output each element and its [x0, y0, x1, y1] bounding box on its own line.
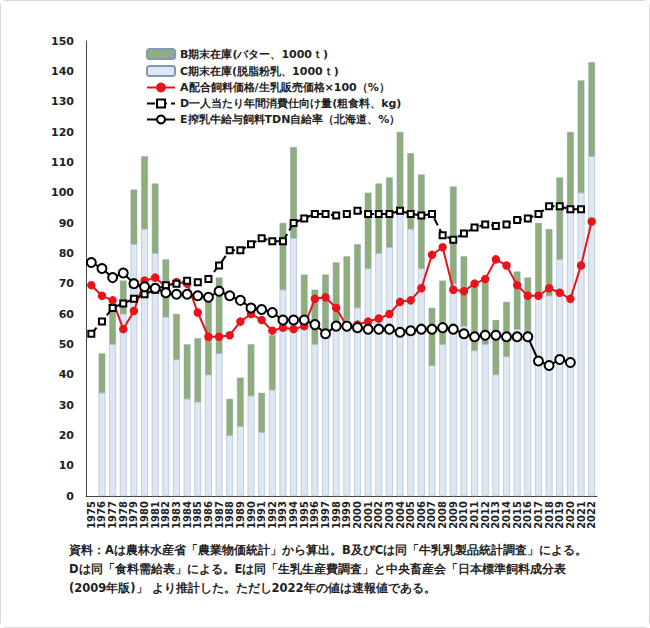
svg-text:1987: 1987: [214, 501, 225, 529]
svg-text:Dは同「食料需給表」による。Eは同「生乳生産費調査」と中央畜: Dは同「食料需給表」による。Eは同「生乳生産費調査」と中央畜産会「日本標準飼料成…: [69, 562, 566, 576]
svg-text:80: 80: [59, 247, 75, 260]
svg-text:50: 50: [59, 338, 75, 351]
svg-text:1977: 1977: [107, 501, 118, 529]
svg-text:2004: 2004: [395, 501, 406, 529]
svg-text:2021: 2021: [576, 501, 587, 529]
svg-text:1993: 1993: [277, 501, 288, 529]
svg-text:1984: 1984: [182, 501, 193, 529]
svg-text:0: 0: [66, 490, 74, 503]
svg-text:1986: 1986: [203, 501, 214, 529]
svg-text:2010: 2010: [458, 501, 469, 529]
svg-text:1983: 1983: [171, 501, 182, 529]
svg-text:C期末在庫(脱脂粉乳、1000ｔ): C期末在庫(脱脂粉乳、1000ｔ): [180, 65, 339, 78]
svg-text:2013: 2013: [490, 501, 501, 529]
svg-text:2020: 2020: [565, 501, 576, 529]
svg-text:1998: 1998: [331, 501, 342, 529]
svg-text:20: 20: [59, 429, 75, 442]
svg-text:E搾乳牛給与飼料TDN自給率（北海道、%）: E搾乳牛給与飼料TDN自給率（北海道、%）: [180, 113, 400, 126]
svg-text:1979: 1979: [128, 501, 139, 529]
svg-text:100: 100: [51, 186, 74, 199]
svg-text:60: 60: [59, 308, 75, 321]
svg-text:40: 40: [59, 368, 75, 381]
svg-text:2019: 2019: [554, 501, 565, 529]
svg-text:1982: 1982: [160, 501, 171, 529]
svg-text:1988: 1988: [224, 501, 235, 529]
svg-text:120: 120: [51, 126, 74, 139]
svg-text:130: 130: [51, 95, 74, 108]
svg-text:1997: 1997: [320, 501, 331, 529]
svg-text:1981: 1981: [150, 501, 161, 529]
svg-text:140: 140: [51, 65, 74, 78]
svg-text:110: 110: [51, 156, 74, 169]
svg-text:1980: 1980: [139, 501, 150, 529]
svg-text:(2009年版)」 より推計した。ただし2022年の値は速報: (2009年版)」 より推計した。ただし2022年の値は速報値である。: [69, 581, 436, 595]
svg-text:2015: 2015: [512, 501, 523, 529]
svg-text:2006: 2006: [416, 501, 427, 529]
svg-text:1996: 1996: [309, 501, 320, 529]
svg-text:2000: 2000: [352, 501, 363, 529]
svg-text:D一人当たり年間消費仕向け量(粗食料、kg): D一人当たり年間消費仕向け量(粗食料、kg): [180, 97, 401, 110]
svg-text:30: 30: [59, 399, 75, 412]
svg-text:150: 150: [51, 35, 74, 48]
svg-text:2001: 2001: [363, 501, 374, 529]
svg-text:2017: 2017: [533, 501, 544, 529]
svg-text:1978: 1978: [118, 501, 129, 529]
svg-text:1995: 1995: [299, 501, 310, 529]
svg-text:2018: 2018: [544, 501, 555, 529]
svg-text:1989: 1989: [235, 501, 246, 529]
svg-text:2011: 2011: [469, 501, 480, 529]
svg-text:1990: 1990: [246, 501, 257, 529]
svg-text:1991: 1991: [256, 501, 267, 529]
svg-text:2002: 2002: [373, 501, 384, 529]
svg-text:A配合飼料価格/生乳販売価格×100（%）: A配合飼料価格/生乳販売価格×100（%）: [180, 81, 390, 94]
svg-text:2022: 2022: [586, 501, 597, 529]
svg-text:70: 70: [59, 277, 75, 290]
svg-text:資料：Aは農林水産省「農業物価統計」から算出。B及びCは同「: 資料：Aは農林水産省「農業物価統計」から算出。B及びCは同「牛乳乳製品統計調査」…: [68, 543, 587, 557]
svg-text:1992: 1992: [267, 501, 278, 529]
svg-text:90: 90: [59, 217, 75, 230]
svg-text:B期末在庫(バター、1000ｔ): B期末在庫(バター、1000ｔ): [180, 48, 328, 61]
svg-text:2016: 2016: [522, 501, 533, 529]
svg-text:1975: 1975: [86, 501, 97, 529]
svg-text:2014: 2014: [501, 501, 512, 529]
svg-text:1985: 1985: [192, 501, 203, 529]
svg-text:1976: 1976: [96, 501, 107, 529]
svg-text:2003: 2003: [384, 501, 395, 529]
svg-text:2008: 2008: [437, 501, 448, 529]
svg-text:10: 10: [59, 459, 75, 472]
svg-text:2005: 2005: [405, 501, 416, 529]
svg-text:1994: 1994: [288, 501, 299, 529]
svg-text:2012: 2012: [480, 501, 491, 529]
svg-text:2007: 2007: [426, 501, 437, 529]
svg-text:1999: 1999: [341, 501, 352, 529]
svg-text:2009: 2009: [448, 501, 459, 529]
